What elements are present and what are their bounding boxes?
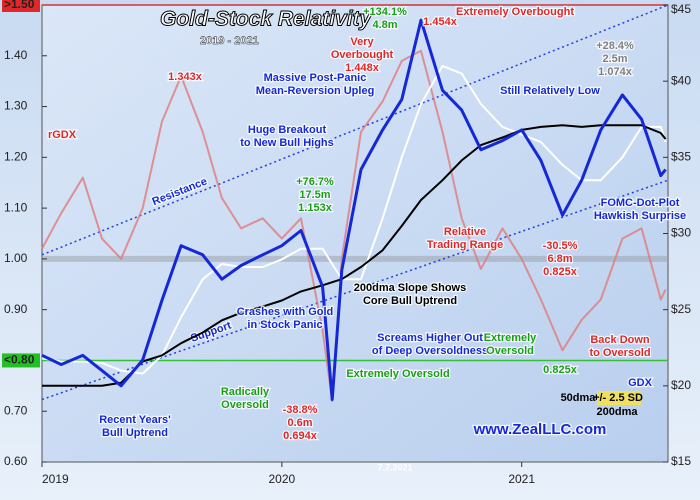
annotation: 7.7.2021	[377, 462, 412, 472]
annotation: Extremely	[484, 332, 537, 344]
x-tick-label: 2021	[508, 472, 535, 486]
legend-label: 50dma	[561, 392, 597, 404]
x-tick-label: 2019	[42, 472, 69, 486]
y-tick-label: 1.40	[4, 48, 28, 62]
annotation: of Deep Oversoldness	[372, 345, 488, 357]
y2-tick-label: $15	[671, 454, 691, 468]
annotation: 2.5m	[602, 53, 627, 65]
annotation: 1.074x	[598, 66, 633, 78]
legend-highlight	[597, 391, 641, 405]
y-tick-label: 0.70	[4, 403, 28, 417]
annotation: 4.8m	[372, 19, 397, 31]
annotation: +28.4%	[596, 40, 634, 52]
annotation: Core Bull Uptrend	[363, 295, 457, 307]
annotation: Recent Years'	[99, 414, 171, 426]
y-tick-label: 1.30	[4, 99, 28, 113]
annotation: Overbought	[331, 49, 394, 61]
y-tick-label: 0.90	[4, 302, 28, 316]
annotation: 0.825x	[543, 266, 578, 278]
y-tick-label: 1.20	[4, 150, 28, 164]
annotation: Crashes with Gold	[237, 306, 334, 318]
annotation: 0.6m	[287, 417, 312, 429]
annotation: Relative	[444, 226, 486, 238]
annotation: 1.448x	[345, 62, 380, 74]
reference-label-box	[2, 0, 40, 12]
annotation: 1.343x	[168, 71, 203, 83]
annotation: 17.5m	[299, 189, 330, 201]
x-tick-label: 2020	[268, 472, 295, 486]
y2-tick-label: $30	[671, 226, 691, 240]
annotation: Oversold	[486, 345, 534, 357]
annotation: 6.8m	[547, 253, 572, 265]
y-tick-label: 1.10	[4, 200, 28, 214]
trendline	[41, 179, 669, 401]
annotation: Screams Higher Out	[377, 332, 483, 344]
series-line	[41, 64, 667, 375]
annotation: 200dma Slope Shows	[354, 282, 466, 294]
chart-title: Gold-Stock Relativity	[160, 8, 373, 31]
annotation: FOMC-Dot-Plot	[601, 197, 680, 209]
annotation: Oversold	[221, 399, 269, 411]
y2-tick-label: $25	[671, 302, 691, 316]
y2-tick-label: $40	[671, 73, 691, 87]
legend-label: +/- 2.5 SD	[593, 392, 643, 404]
annotation: Still Relatively Low	[500, 85, 600, 97]
annotation: Very	[350, 36, 374, 48]
annotation: -30.5%	[543, 240, 578, 252]
annotation: GDX	[628, 377, 653, 389]
annotation: +134.1%	[363, 6, 407, 18]
annotation: Back Down	[590, 334, 650, 346]
annotation: Extremely Oversold	[346, 368, 449, 380]
y-tick-label: 1.00	[4, 251, 28, 265]
y2-tick-label: $45	[671, 2, 691, 16]
annotation: Bull Uptrend	[102, 427, 168, 439]
annotation: to Oversold	[589, 347, 650, 359]
trendline	[41, 4, 669, 256]
annotation: www.ZealLLC.com	[473, 421, 607, 438]
y2-tick-label: $35	[671, 150, 691, 164]
chart-subtitle: 2019 - 2021	[200, 35, 259, 47]
reference-label-box	[2, 353, 40, 368]
reference-label: <0.80	[4, 353, 35, 367]
annotation: Extremely Overbought	[456, 6, 574, 18]
annotation: Massive Post-Panic	[264, 72, 367, 84]
annotation: Trading Range	[427, 239, 503, 251]
annotation: 0.825x	[543, 364, 578, 376]
annotation: rGDX	[48, 129, 77, 141]
annotation: in Stock Panic	[247, 319, 322, 331]
series-line	[41, 49, 667, 403]
reference-label: >1.50	[4, 0, 35, 11]
annotation: +76.7%	[296, 176, 334, 188]
annotation: Mean-Reversion Upleg	[256, 85, 375, 97]
annotation: 0.694x	[283, 430, 318, 442]
series-line	[41, 18, 667, 401]
annotation: Radically	[221, 386, 270, 398]
y-tick-label: 0.60	[4, 454, 28, 468]
annotation: -38.8%	[283, 404, 318, 416]
y2-tick-label: $20	[671, 378, 691, 392]
annotation: 1.153x	[298, 202, 333, 214]
annotation: Hawkish Surprise	[594, 210, 686, 222]
annotation: to New Bull Highs	[240, 137, 334, 149]
annotation: 1.454x	[423, 16, 458, 28]
series-line	[42, 124, 667, 387]
legend-label: 200dma	[597, 406, 639, 418]
annotation: Huge Breakout	[248, 124, 327, 136]
plot-area	[41, 4, 669, 463]
